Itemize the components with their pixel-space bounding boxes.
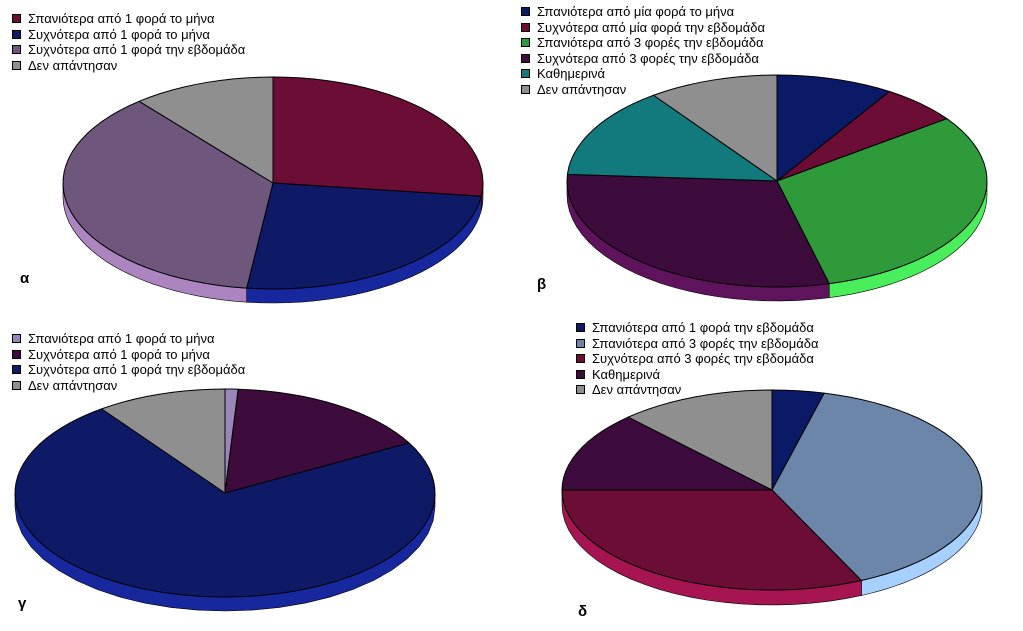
legend-gamma: Σπανιότερα από 1 φορά το μήνα Συχνότερα α… [12, 331, 245, 393]
legend-item: Δεν απάντησαν [12, 378, 245, 394]
legend-swatch [576, 385, 585, 395]
legend-label: Συχνότερα από 1 φορά το μήνα [28, 346, 210, 362]
legend-item: Σπανιότερα από 1 φορά την εβδομάδα [576, 320, 818, 336]
pie-slice [776, 118, 988, 285]
panel-beta: Σπανιότερα από μία φορά το μήνα Συχνότερα… [512, 0, 1023, 315]
legend-item: Δεν απάντησαν [12, 58, 245, 74]
legend-label: Σπανιότερα από 1 φορά το μήνα [28, 331, 215, 346]
legend-swatch [521, 7, 530, 17]
legend-label: Συχνότερα από 1 φορά την εβδομάδα [28, 362, 246, 377]
legend-item: Σπανιότερα από 3 φορές την εβδομάδα [521, 35, 765, 51]
pie-slice [246, 182, 482, 290]
legend-item: Συχνότερα από 1 φορά το μήνα [12, 347, 245, 363]
legend-label: Σπανιότερα από 1 φορά το μήνα [28, 11, 215, 26]
legend-swatch [521, 69, 530, 79]
pie-slice [62, 100, 274, 289]
legend-label: Δεν απάντησαν [537, 81, 627, 97]
legend-label: Συχνότερα από 1 φορά την εβδομάδα [28, 42, 246, 57]
legend-swatch [12, 349, 21, 359]
panel-alpha: Σπανιότερα από 1 φορά το μήνα Συχνότερα α… [0, 0, 510, 315]
legend-label: Συχνότερα από 1 φορά το μήνα [28, 26, 210, 42]
pie-chart-delta [561, 389, 983, 606]
legend-swatch [12, 334, 21, 344]
legend-item: Σπανιότερα από 3 φορές την εβδομάδα [576, 336, 818, 352]
legend-label: Δεν απάντησαν [28, 377, 118, 393]
legend-swatch [12, 14, 21, 24]
legend-label: Δεν απάντησαν [28, 57, 118, 73]
legend-item: Σπανιότερα από μία φορά το μήνα [521, 4, 765, 20]
legend-item: Συχνότερα από 1 φορά το μήνα [12, 27, 245, 43]
legend-item: Δεν απάντησαν [576, 382, 818, 398]
legend-alpha: Σπανιότερα από 1 φορά το μήνα Συχνότερα α… [12, 11, 245, 73]
legend-item: Σπανιότερα από 1 φορά το μήνα [12, 11, 245, 27]
legend-label: Καθημερινά [537, 66, 606, 81]
legend-swatch [576, 369, 585, 379]
legend-item: Δεν απάντησαν [521, 82, 765, 98]
legend-item: Σπανιότερα από 1 φορά το μήνα [12, 331, 245, 347]
pie-slice [14, 408, 436, 598]
panel-label-beta: β [537, 276, 547, 293]
legend-label: Σπανιότερα από 3 φορές την εβδομάδα [592, 335, 819, 351]
pie-slice [566, 94, 778, 182]
legend-swatch [12, 365, 21, 375]
legend-swatch [521, 22, 530, 32]
legend-label: Σπανιότερα από 1 φορά την εβδομάδα [592, 320, 814, 335]
pie-chart-alpha [62, 76, 484, 304]
pie-slice [653, 74, 778, 182]
pie-slice [272, 76, 484, 197]
legend-swatch [576, 323, 585, 333]
pie-slice [776, 91, 948, 182]
panel-label-delta: δ [578, 603, 588, 620]
legend-item: Συχνότερα από μία φορά την εβδομάδα [521, 20, 765, 36]
pie-slice [771, 392, 983, 581]
pie-slice [561, 489, 862, 591]
panel-delta: Σπανιότερα από 1 φορά την εβδομάδα Σπανιό… [512, 318, 1023, 631]
legend-swatch [12, 45, 21, 55]
pie-slice [224, 388, 410, 494]
pie-slice [138, 76, 274, 184]
legend-item: Συχνότερα από 3 φορές την εβδομάδα [521, 51, 765, 67]
legend-item: Συχνότερα από 1 φορά την εβδομάδα [12, 362, 245, 378]
legend-label: Συχνότερα από 3 φορές την εβδομάδα [592, 351, 814, 366]
legend-swatch [521, 38, 530, 48]
pie-slice [776, 74, 891, 182]
panel-label-gamma: γ [18, 595, 27, 612]
legend-swatch [12, 60, 21, 70]
legend-label: Σπανιότερα από μία φορά το μήνα [537, 4, 735, 19]
pie-chart-gamma [14, 388, 436, 612]
legend-beta: Σπανιότερα από μία φορά το μήνα Συχνότερα… [521, 4, 765, 97]
legend-swatch [521, 53, 530, 63]
legend-swatch [12, 380, 21, 390]
legend-item: Συχνότερα από 3 φορές την εβδομάδα [576, 351, 818, 367]
pie-slice [101, 388, 226, 494]
panel-label-alpha: α [20, 270, 30, 287]
legend-label: Σπανιότερα από 3 φορές την εβδομάδα [537, 35, 764, 50]
pie-slice [627, 389, 773, 491]
legend-label: Συχνότερα από μία φορά την εβδομάδα [537, 19, 765, 35]
legend-label: Δεν απάντησαν [592, 382, 682, 397]
pie-slice [566, 173, 830, 288]
legend-swatch [12, 29, 21, 39]
pie-slice [561, 416, 773, 491]
legend-swatch [521, 84, 530, 94]
legend-label: Καθημερινά [592, 366, 661, 382]
legend-item: Καθημερινά [521, 66, 765, 82]
legend-swatch [576, 354, 585, 364]
legend-item: Συχνότερα από 1 φορά την εβδομάδα [12, 42, 245, 58]
legend-swatch [576, 338, 585, 348]
legend-item: Καθημερινά [576, 367, 818, 383]
panel-gamma: Σπανιότερα από 1 φορά το μήνα Συχνότερα α… [0, 318, 510, 631]
pie-chart-beta [566, 74, 988, 302]
legend-label: Συχνότερα από 3 φορές την εβδομάδα [537, 50, 759, 66]
legend-delta: Σπανιότερα από 1 φορά την εβδομάδα Σπανιό… [576, 320, 818, 398]
